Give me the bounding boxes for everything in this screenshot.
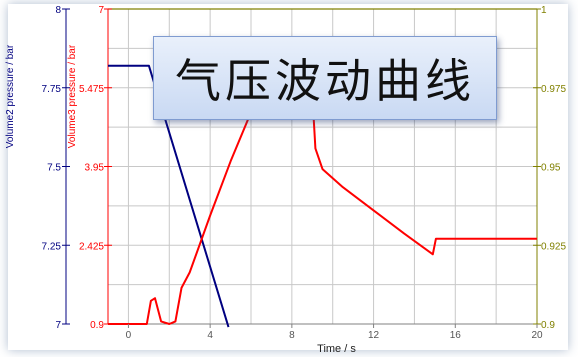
x-tick-label: 4	[207, 330, 213, 341]
x-axis-title: Time / s	[317, 343, 356, 355]
x-tick-label: 12	[368, 330, 380, 341]
volume2-axis-tick-label: 7.75	[42, 84, 62, 95]
volume3-axis-tick-label: 7	[98, 5, 104, 16]
x-tick-label: 0	[126, 330, 132, 341]
volume3-axis-tick-label: 0.9	[90, 320, 104, 331]
x-tick-label: 16	[450, 330, 462, 341]
volume2-axis-tick-label: 8	[55, 5, 61, 16]
volume2-axis-tick-label: 7	[55, 320, 61, 331]
right-axis-tick-label: 0.975	[541, 84, 566, 95]
right-axis-tick-label: 0.95	[541, 163, 561, 174]
volume2-axis-title: Volume2 pressure / bar	[5, 44, 16, 148]
right-axis-tick-label: 0.925	[541, 241, 566, 252]
chart-title: 气压波动曲线	[153, 36, 497, 120]
x-tick-label: 8	[289, 330, 295, 341]
right-axis-tick-label: 0.9	[541, 320, 555, 331]
volume3-axis-tick-label: 2.425	[79, 241, 104, 252]
right-axis-tick-label: 1	[541, 5, 547, 16]
volume3-axis-tick-label: 5.475	[79, 84, 104, 95]
x-tick-label: 20	[531, 330, 543, 341]
volume2-axis-tick-label: 7.5	[47, 163, 61, 174]
volume3-axis-tick-label: 3.95	[85, 163, 105, 174]
volume3-axis-title: Volume3 pressure / bar	[67, 44, 78, 148]
volume2-axis-tick-label: 7.25	[42, 241, 62, 252]
